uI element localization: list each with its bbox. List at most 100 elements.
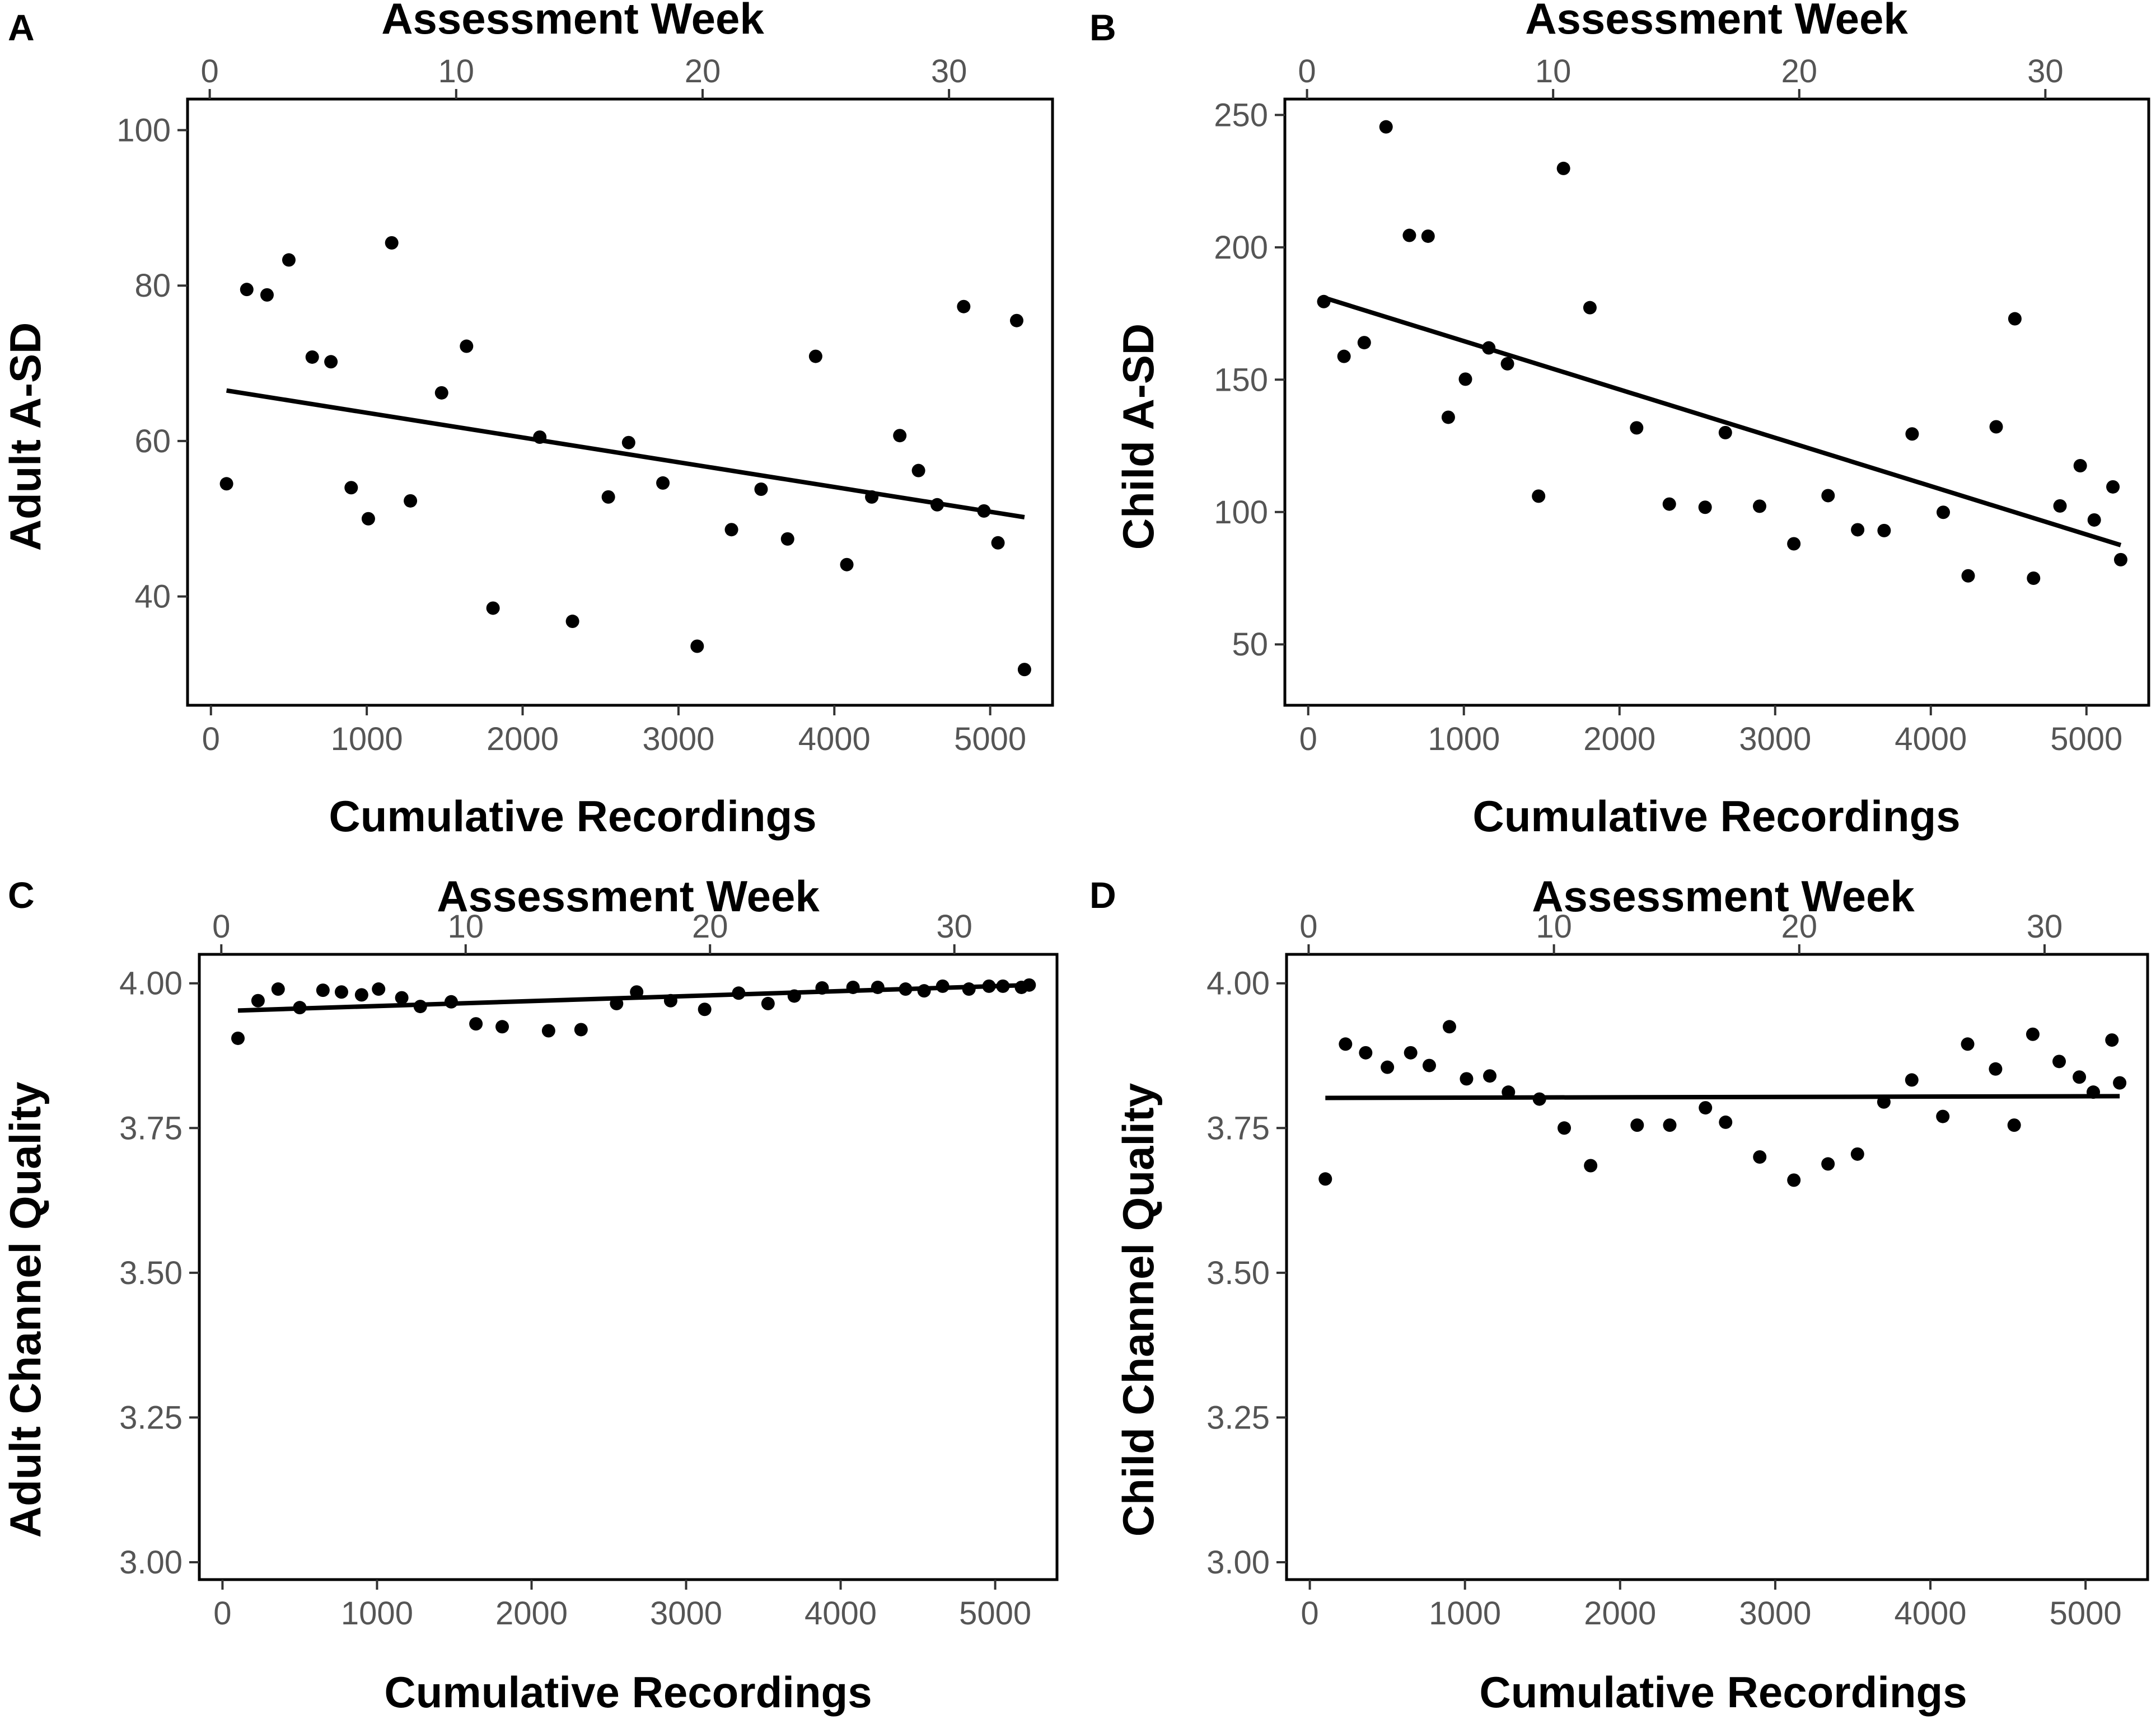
plot-area: 0 1000 2000 3000 4000 5000 0 10 20 30 40 60 80 100: [116, 53, 1054, 757]
panel-b: B Assessment Week Cumulative Recordings …: [1089, 0, 2150, 841]
y-tick-label: 3.50: [119, 1255, 183, 1291]
trend-line: [1325, 1094, 2120, 1100]
x-tick-label: 0: [1301, 1595, 1318, 1632]
data-point: [1022, 978, 1036, 992]
data-point: [698, 1002, 712, 1016]
data-point: [2073, 459, 2087, 473]
data-point: [1905, 1073, 1919, 1087]
x-tick-label: 5000: [954, 721, 1026, 757]
data-point: [413, 1000, 427, 1014]
data-point: [1558, 1121, 1572, 1135]
data-point: [1989, 420, 2003, 434]
x-tick-label: 2000: [487, 721, 559, 757]
data-point: [991, 536, 1005, 550]
y-axis-title: Child Channel Quality: [1114, 1083, 1163, 1536]
data-point: [372, 982, 386, 996]
y-tick-label: 100: [1214, 494, 1268, 531]
data-point: [444, 995, 458, 1009]
plot-area: 0 1000 2000 3000 4000 5000 0 10 20 30 3.00 3.25 3.50…: [1206, 908, 2149, 1632]
data-point: [316, 983, 330, 997]
y-tick-label: 80: [134, 268, 171, 304]
x-tick-label: 1000: [1429, 1595, 1501, 1632]
x2-axis-title: Assessment Week: [381, 0, 764, 43]
data-point: [1877, 1095, 1891, 1109]
data-point: [936, 979, 950, 993]
data-point: [2008, 312, 2022, 326]
y-tick-label: 60: [134, 423, 171, 460]
data-point: [1961, 1037, 1975, 1051]
data-point: [1877, 523, 1891, 537]
x-tick-label: 4000: [798, 721, 871, 757]
data-point: [293, 1001, 307, 1015]
x2-tick-label: 20: [1781, 908, 1818, 945]
data-point: [434, 386, 448, 400]
data-point: [1357, 336, 1371, 350]
data-point: [630, 985, 644, 999]
x-tick-label: 5000: [959, 1595, 1031, 1632]
x2-tick-label: 20: [692, 908, 728, 945]
data-point: [1532, 1092, 1546, 1106]
panel-letter: A: [8, 7, 35, 48]
y-tick-label: 100: [116, 113, 171, 149]
data-point: [2106, 480, 2120, 494]
data-point: [893, 429, 907, 443]
x2-tick-label: 30: [931, 53, 967, 90]
data-point: [1752, 499, 1766, 513]
data-point: [957, 299, 971, 313]
data-point: [1500, 357, 1514, 371]
y-tick-label: 3.25: [119, 1399, 183, 1436]
data-point: [1787, 1173, 1801, 1187]
data-point: [469, 1017, 483, 1031]
data-point: [565, 615, 579, 629]
data-point: [1662, 497, 1676, 511]
data-point: [1937, 505, 1951, 519]
y-tick-label: 3.50: [1206, 1255, 1270, 1291]
data-point: [1821, 1157, 1835, 1171]
data-point: [840, 558, 854, 571]
data-point: [610, 996, 624, 1010]
data-point: [1379, 120, 1393, 134]
data-point: [977, 504, 991, 518]
data-point: [1381, 1060, 1395, 1074]
panel-c: C Assessment Week Cumulative Recordings …: [1, 872, 1059, 1717]
x-axis-title: Cumulative Recordings: [1472, 791, 1960, 841]
x-axis-title: Cumulative Recordings: [384, 1667, 872, 1717]
data-point: [780, 532, 794, 546]
x2-tick-label: 30: [2027, 53, 2064, 90]
data-point: [1989, 1062, 2003, 1076]
data-point: [541, 1024, 555, 1038]
data-point: [1422, 1058, 1436, 1072]
data-point: [761, 996, 775, 1010]
data-point: [2007, 1118, 2021, 1132]
x2-axis-title: Assessment Week: [437, 872, 820, 921]
y-tick-label: 40: [134, 579, 171, 615]
data-point: [871, 980, 885, 994]
data-point: [1009, 313, 1023, 327]
x2-axis-title: Assessment Week: [1525, 0, 1908, 43]
data-point: [2087, 1085, 2101, 1099]
data-point: [385, 236, 399, 250]
y-axis-title: Adult A-SD: [1, 322, 50, 551]
y-axis-title: Adult Channel Quality: [1, 1082, 50, 1538]
data-point: [486, 601, 500, 615]
x-tick-label: 4000: [1895, 1595, 1967, 1632]
data-point: [2105, 1033, 2119, 1047]
x-axis-title: Cumulative Recordings: [1479, 1667, 1967, 1717]
data-point: [1850, 1147, 1864, 1161]
x-tick-label: 3000: [1739, 721, 1811, 757]
panel-d: D Assessment Week Cumulative Recordings …: [1089, 872, 2149, 1717]
data-point: [1961, 569, 1975, 583]
data-point: [1337, 349, 1351, 363]
data-point: [460, 339, 474, 353]
x-tick-label: 0: [213, 1595, 231, 1632]
y-tick-label: 200: [1214, 229, 1268, 266]
data-point: [787, 989, 801, 1003]
data-point: [1442, 1020, 1456, 1034]
data-point: [251, 994, 265, 1008]
x2-tick-label: 10: [1535, 53, 1572, 90]
data-point: [1753, 1150, 1767, 1164]
data-point: [1318, 1172, 1332, 1186]
data-point: [656, 476, 670, 490]
x2-tick-label: 20: [1781, 53, 1818, 90]
